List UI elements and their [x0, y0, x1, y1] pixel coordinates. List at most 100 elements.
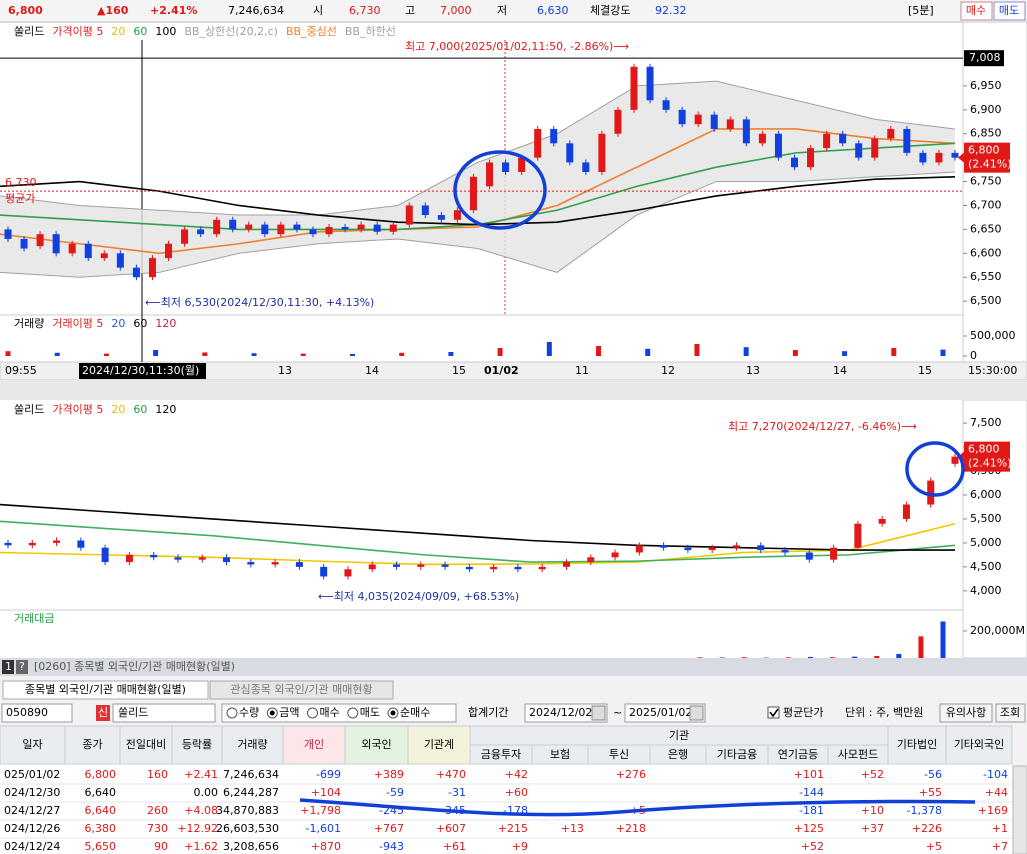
column-header: 일자: [22, 737, 42, 751]
name-input[interactable]: [112, 703, 216, 723]
window-num: 1: [5, 660, 12, 673]
cell: +215: [498, 822, 528, 835]
code-input[interactable]: [1, 703, 73, 723]
candle: [855, 143, 863, 158]
candle: [421, 205, 429, 216]
tab[interactable]: [2, 680, 209, 700]
y-tick-label: 4,500: [970, 560, 1002, 573]
candle: [53, 540, 61, 543]
candle: [823, 133, 831, 149]
ma-line: [0, 522, 956, 566]
y-tick-label: 6,600: [970, 246, 1002, 259]
cell: 6,640: [85, 804, 117, 817]
volume-bar: [830, 657, 836, 658]
cell: +12.92: [177, 822, 218, 835]
volume-bar: [842, 351, 848, 356]
y-tick-label: 6,900: [970, 103, 1002, 116]
scrollbar[interactable]: [0, 380, 1027, 400]
candle: [453, 210, 461, 220]
cell: 024/12/24: [4, 840, 60, 853]
candle: [662, 100, 670, 110]
candle: [903, 128, 911, 153]
header-bar: [0, 0, 1027, 22]
candle: [951, 152, 959, 158]
candle: [646, 66, 654, 101]
cell: +226: [912, 822, 942, 835]
cell: +218: [616, 822, 646, 835]
cell: -1,601: [306, 822, 341, 835]
legend-entry: 쏠리드: [14, 25, 44, 38]
candle: [229, 219, 237, 230]
volume-bar: [54, 352, 60, 356]
candle: [502, 162, 510, 172]
volume-bar: [741, 657, 747, 658]
candle: [902, 504, 910, 519]
y-tick-label: 6,650: [970, 222, 1002, 235]
crosshair-box: [964, 50, 1004, 67]
radio-label: 순매수: [400, 706, 430, 719]
buy-button[interactable]: [960, 1, 993, 21]
cell: +37: [861, 822, 884, 835]
tilde: ~: [613, 706, 622, 719]
candle: [320, 566, 328, 577]
candle: [534, 128, 542, 158]
volume-bar: [153, 350, 159, 356]
from-input[interactable]: [524, 703, 608, 723]
header-cell: [945, 725, 1013, 765]
candle: [132, 267, 140, 278]
radio-dot: [390, 710, 396, 716]
tab[interactable]: [209, 680, 394, 700]
legend-entry: 20: [111, 403, 125, 416]
volume-bar: [807, 656, 813, 658]
legend-entry: 60: [133, 403, 147, 416]
candle: [28, 542, 36, 546]
cell: +42: [505, 768, 528, 781]
tab-label: 관심종목 외국인/기관 매매현황: [230, 683, 372, 696]
cell: -104: [983, 768, 1008, 781]
candle: [197, 229, 205, 235]
candle: [68, 243, 76, 254]
cell: +52: [861, 768, 884, 781]
table-scrollbar[interactable]: [1012, 765, 1027, 854]
volume-bar: [251, 353, 257, 356]
time-label: 15: [452, 364, 466, 377]
candle: [919, 152, 927, 163]
candle: [174, 557, 182, 560]
candle: [325, 227, 333, 235]
candle: [100, 253, 108, 259]
date-to: 2025/01/02: [629, 706, 692, 719]
y-tick-label: 6,750: [970, 175, 1002, 188]
y-tick-label: 6,000: [970, 488, 1002, 501]
candle: [611, 552, 619, 558]
candle: [830, 547, 838, 560]
candle: [630, 66, 638, 110]
candle: [758, 133, 766, 144]
legend-entry: BB_중심선: [286, 25, 337, 38]
checkbox[interactable]: [767, 706, 780, 719]
radio[interactable]: [307, 707, 318, 719]
band-lower: [0, 171, 956, 278]
column-header: 사모펀드: [838, 748, 878, 761]
sell-button[interactable]: [993, 1, 1026, 21]
legend-entry: 쏠리드: [14, 403, 44, 416]
candle: [357, 224, 365, 230]
to-input[interactable]: [624, 703, 706, 723]
ma-line: [0, 520, 956, 563]
candle: [150, 554, 158, 558]
button[interactable]: [995, 703, 1026, 723]
button[interactable]: [939, 703, 993, 723]
cell: +1: [992, 822, 1008, 835]
volume-bar: [891, 348, 897, 356]
volume-bar: [940, 349, 946, 356]
radio[interactable]: [347, 707, 359, 719]
current-change: (2.41%): [968, 158, 1012, 171]
radio[interactable]: [226, 707, 238, 719]
column-header: 금융투자: [481, 748, 521, 761]
candle: [368, 564, 376, 570]
cell: 7,246,634: [223, 768, 279, 781]
volume-bar: [596, 346, 602, 356]
time-label: 09:55: [5, 364, 37, 377]
candle: [417, 564, 425, 567]
cell: +1,798: [300, 804, 341, 817]
crosshair-label: 7,008: [969, 51, 1001, 64]
